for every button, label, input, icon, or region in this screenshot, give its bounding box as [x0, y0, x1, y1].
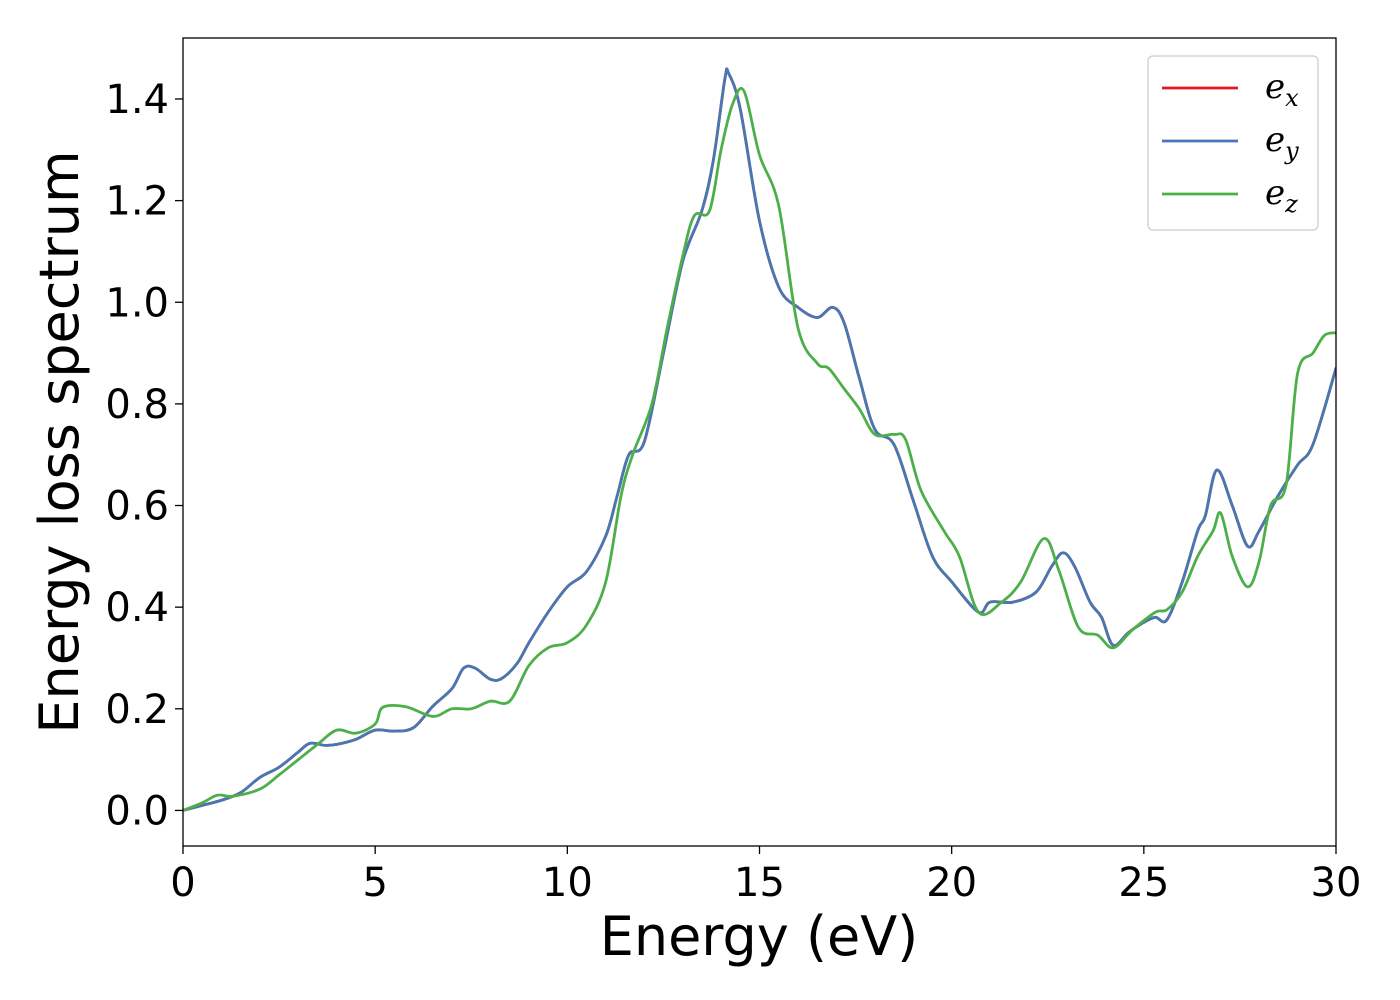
y-tick-label: 1.4 — [105, 77, 169, 123]
x-axis-label: Energy (eV) — [600, 905, 919, 968]
y-tick-label: 0.4 — [105, 585, 169, 631]
series-layer — [183, 67, 1336, 812]
y-tick-label: 1.2 — [105, 179, 169, 225]
legend-box — [1147, 55, 1319, 231]
legend-label-e-z: ez — [1265, 173, 1298, 218]
x-axis: 0 5 10 15 20 25 30 — [170, 846, 1361, 906]
y-tick-label: 1.0 — [105, 280, 169, 326]
x-tick-label: 25 — [1118, 860, 1169, 906]
legend-label-e-y: ey — [1265, 120, 1299, 165]
legend: ex ey ez — [1147, 55, 1319, 231]
x-tick-label: 30 — [1311, 860, 1362, 906]
x-tick-label: 20 — [926, 860, 977, 906]
y-tick-label: 0.0 — [105, 788, 169, 834]
x-tick-label: 5 — [362, 860, 387, 906]
series-line-e-z — [183, 87, 1336, 812]
y-axis-label: Energy loss spectrum — [28, 150, 91, 733]
x-tick-label: 0 — [170, 860, 195, 906]
x-tick-label: 10 — [542, 860, 593, 906]
y-axis: 0.0 0.2 0.4 0.6 0.8 1.0 1.2 1.4 — [105, 77, 183, 834]
legend-label-e-x: ex — [1265, 67, 1299, 112]
y-tick-label: 0.6 — [105, 484, 169, 530]
y-tick-label: 0.8 — [105, 382, 169, 428]
series-line-e-y — [183, 67, 1336, 812]
y-tick-label: 0.2 — [105, 687, 169, 733]
x-tick-label: 15 — [734, 860, 785, 906]
